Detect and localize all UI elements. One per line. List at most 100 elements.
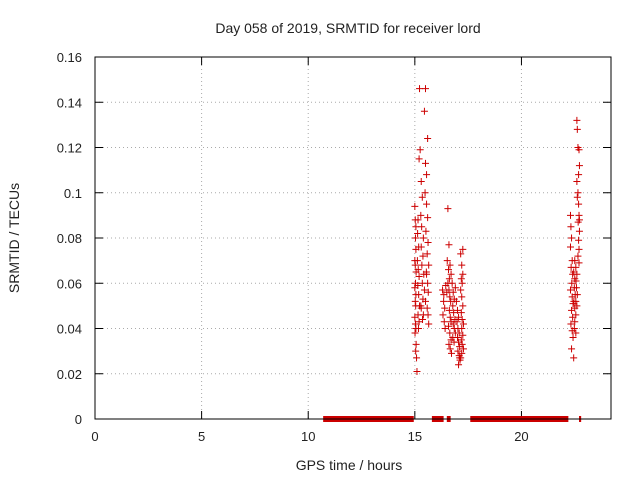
data-point bbox=[453, 334, 461, 342]
data-point bbox=[422, 227, 430, 235]
data-point bbox=[420, 107, 428, 115]
data-point bbox=[421, 159, 429, 167]
data-point bbox=[570, 325, 578, 332]
data-point bbox=[457, 309, 465, 317]
data-point bbox=[572, 284, 580, 292]
y-tick-label: 0.14 bbox=[57, 95, 82, 110]
data-point bbox=[566, 286, 574, 294]
plot-frame bbox=[94, 56, 612, 420]
data-point bbox=[572, 329, 580, 337]
data-point bbox=[424, 214, 432, 222]
data-point bbox=[573, 177, 581, 185]
data-point bbox=[572, 311, 580, 319]
data-point bbox=[412, 347, 420, 355]
data-point bbox=[567, 320, 575, 328]
grid-lines bbox=[95, 57, 611, 419]
data-point bbox=[455, 329, 463, 337]
y-tick-label: 0.08 bbox=[57, 231, 82, 246]
data-point bbox=[458, 315, 466, 323]
data-point bbox=[575, 227, 583, 235]
data-point bbox=[572, 297, 580, 305]
data-point bbox=[414, 216, 422, 224]
data-point bbox=[448, 279, 456, 287]
data-point bbox=[418, 261, 426, 269]
data-point bbox=[573, 302, 581, 310]
data-point bbox=[567, 223, 575, 231]
data-point bbox=[458, 325, 466, 332]
data-point bbox=[457, 354, 465, 362]
data-point bbox=[417, 177, 425, 185]
x-axis-label: GPS time / hours bbox=[296, 457, 403, 473]
data-point bbox=[411, 234, 419, 242]
data-point bbox=[416, 85, 424, 93]
data-point bbox=[445, 306, 453, 314]
data-point bbox=[459, 320, 467, 328]
data-point bbox=[446, 313, 454, 321]
data-point bbox=[568, 234, 576, 242]
data-point bbox=[450, 309, 458, 317]
data-point bbox=[459, 302, 467, 310]
data-point bbox=[573, 193, 581, 201]
data-point bbox=[575, 216, 583, 224]
data-point bbox=[449, 320, 457, 328]
y-tick-label: 0.06 bbox=[57, 276, 82, 291]
data-point bbox=[420, 286, 428, 294]
data-point bbox=[459, 345, 467, 353]
y-tick-label: 0.1 bbox=[64, 186, 82, 201]
axis-ticks: 0 0.02 0.04 0.06 0.08 0.1 0.12 0.14 0.16 0 5 10 15 20 bbox=[57, 50, 611, 444]
y-tick-label: 0.04 bbox=[57, 322, 82, 337]
data-point bbox=[414, 266, 422, 274]
data-points bbox=[323, 85, 583, 422]
data-point bbox=[439, 311, 447, 319]
data-point bbox=[421, 189, 429, 197]
data-point bbox=[419, 315, 427, 323]
data-point bbox=[459, 245, 467, 253]
data-point bbox=[439, 286, 447, 294]
data-point bbox=[448, 349, 456, 357]
y-tick-label: 0 bbox=[75, 412, 82, 427]
data-point bbox=[458, 279, 466, 287]
data-point bbox=[417, 243, 425, 251]
data-point bbox=[414, 282, 422, 290]
data-point bbox=[411, 202, 419, 210]
data-point bbox=[575, 146, 583, 154]
data-point bbox=[413, 367, 421, 375]
data-point bbox=[413, 257, 421, 265]
data-point bbox=[458, 293, 466, 301]
data-point bbox=[455, 313, 463, 321]
data-point bbox=[418, 193, 426, 201]
data-point bbox=[446, 345, 454, 353]
data-point bbox=[457, 286, 465, 294]
data-point bbox=[423, 171, 431, 179]
data-point bbox=[568, 345, 576, 353]
data-point bbox=[457, 275, 465, 283]
data-point bbox=[418, 223, 426, 231]
data-point bbox=[413, 354, 421, 362]
data-point bbox=[453, 318, 461, 326]
data-point bbox=[574, 252, 582, 260]
data-point bbox=[445, 275, 453, 283]
data-point bbox=[411, 329, 419, 337]
data-point bbox=[417, 302, 425, 310]
data-point bbox=[573, 291, 581, 299]
y-tick-label: 0.16 bbox=[57, 50, 82, 65]
data-point bbox=[419, 252, 427, 260]
data-point bbox=[566, 211, 574, 219]
data-point bbox=[571, 257, 579, 265]
data-point bbox=[445, 241, 453, 249]
x-tick-label: 20 bbox=[514, 429, 528, 444]
data-point bbox=[573, 116, 581, 124]
data-point bbox=[459, 270, 467, 278]
data-point bbox=[575, 162, 583, 170]
x-tick-label: 5 bbox=[198, 429, 205, 444]
data-point bbox=[445, 286, 453, 294]
data-point bbox=[451, 284, 459, 292]
data-point bbox=[424, 279, 432, 287]
data-point bbox=[440, 318, 448, 326]
data-point bbox=[458, 349, 466, 357]
data-point bbox=[572, 277, 580, 285]
data-point bbox=[458, 340, 466, 348]
data-point bbox=[425, 320, 433, 328]
data-point bbox=[440, 297, 448, 305]
